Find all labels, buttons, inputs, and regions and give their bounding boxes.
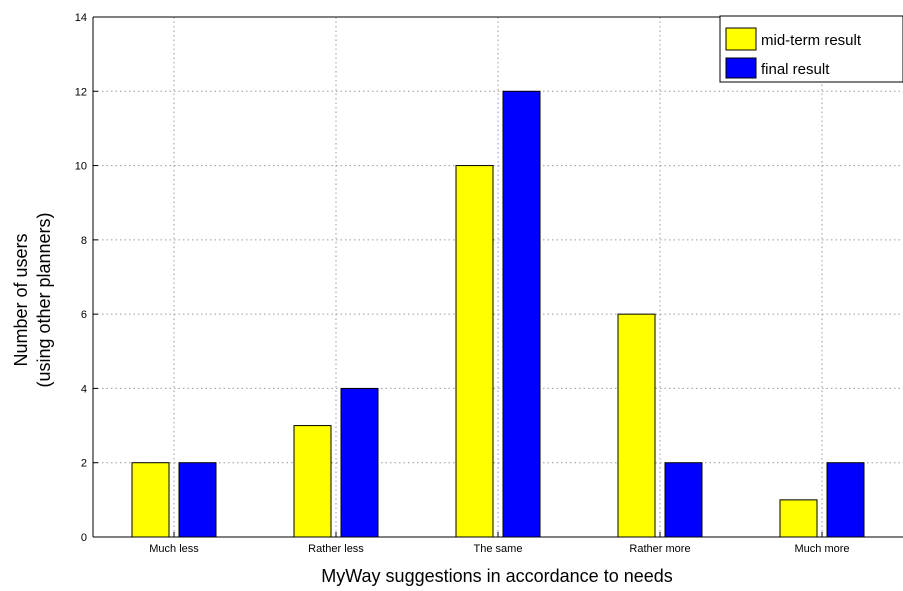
y-tick-label: 10 (75, 161, 87, 173)
y-tick-label: 8 (81, 235, 87, 247)
x-tick-label: Rather less (308, 543, 364, 555)
y-tick-label: 4 (81, 383, 87, 395)
bar-mid-term-result-rather-more (618, 314, 655, 537)
y-tick-label: 0 (81, 532, 87, 544)
legend-label-final: final result (761, 61, 830, 78)
y-tick-label: 2 (81, 458, 87, 470)
bar-mid-term-result-much-more (780, 500, 817, 537)
bar-final-result-rather-more (665, 463, 702, 537)
x-tick-label: Much more (794, 543, 849, 555)
legend-label-mid-term: mid-term result (761, 32, 862, 49)
bar-final-result-much-less (179, 463, 216, 537)
y-tick-label: 6 (81, 309, 87, 321)
legend: mid-term result final result (720, 16, 903, 82)
legend-swatch-final (726, 58, 756, 78)
bar-mid-term-result-much-less (132, 463, 169, 537)
bar-final-result-rather-less (341, 388, 378, 537)
bar-mid-term-result-rather-less (294, 426, 331, 537)
y-tick-label: 14 (75, 12, 87, 24)
x-axis-title: MyWay suggestions in accordance to needs (321, 566, 673, 586)
x-tick-label: Rather more (629, 543, 690, 555)
y-axis-title-line1: Number of users (11, 233, 31, 366)
y-axis-title-line2: (using other planners) (34, 212, 54, 387)
bar-mid-term-result-the-same (456, 166, 493, 537)
bar-final-result-much-more (827, 463, 864, 537)
x-tick-label: Much less (149, 543, 199, 555)
y-tick-label: 12 (75, 86, 87, 98)
bar-final-result-the-same (503, 91, 540, 537)
x-tick-label: The same (474, 543, 523, 555)
legend-swatch-mid-term (726, 28, 756, 50)
